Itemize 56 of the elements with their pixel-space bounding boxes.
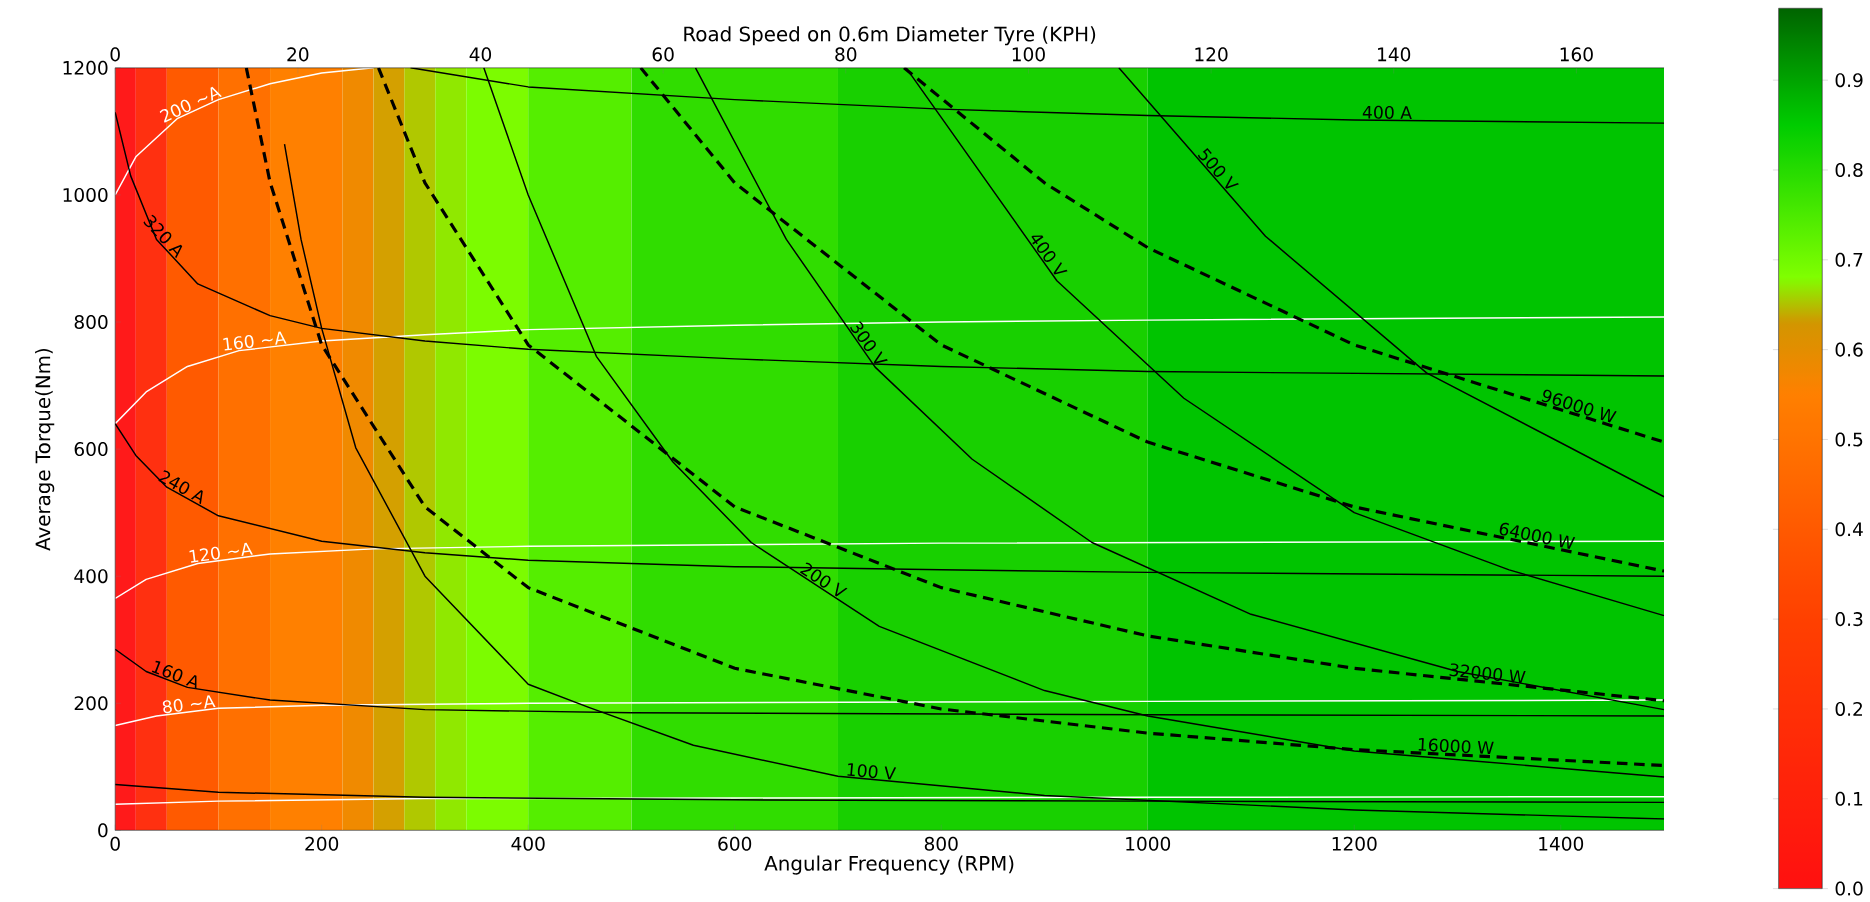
x2-tick-label: 80	[835, 47, 857, 62]
color-bar-label: 0.9	[1835, 73, 1863, 88]
x-tick-label: 800	[924, 836, 958, 851]
text: 100 V	[847, 763, 897, 780]
x-tick-label: 600	[718, 836, 752, 851]
x2-tick-label: 60	[652, 47, 674, 62]
y-axis-title: Average Torque(Nm)	[35, 349, 55, 551]
x2-tick-label: 140	[1378, 47, 1411, 62]
x-tick-label: 1400	[1539, 836, 1584, 851]
x-axis-title: Angular Frequency (RPM)	[764, 855, 1014, 875]
line-series	[115, 316, 1665, 425]
text: 500 V	[1197, 148, 1239, 189]
x2-tick-label: 0	[110, 47, 120, 62]
color-bar-label: 0.6	[1835, 342, 1863, 357]
color-bar-label: 0.4	[1835, 522, 1863, 537]
color-bar-label: 0.0	[1835, 881, 1863, 896]
text: 200 V	[799, 562, 848, 597]
x2-tick-label: 20	[287, 47, 309, 62]
x2-axis-title: Road Speed on 0.6m Diameter Tyre (KPH)	[684, 26, 1096, 46]
color-bar-label: 0.2	[1835, 702, 1862, 717]
text: 64000 W	[1499, 522, 1576, 550]
x-tick-label: 0	[110, 836, 120, 851]
text: 240 A	[158, 470, 203, 505]
y-tick-label: 1200	[63, 60, 108, 75]
color-bar-label: 0.8	[1835, 163, 1863, 178]
series-label: 16000 W	[1418, 738, 1494, 755]
text: 96000 W	[1541, 389, 1617, 423]
text: 160 ~A	[223, 331, 287, 351]
text: 80 ~A	[162, 695, 216, 714]
color-bar-label: 0.7	[1835, 252, 1863, 267]
x-tick-label: 200	[305, 836, 339, 851]
line-series	[115, 67, 375, 196]
text: 120 ~A	[189, 542, 253, 563]
text: 160 A	[151, 660, 197, 690]
text: 320 A	[143, 214, 183, 259]
y-tick-label: 400	[74, 569, 108, 584]
x-tick-label: 1000	[1126, 836, 1171, 851]
x2-tick-label: 160	[1560, 47, 1593, 62]
series-label: 400 A	[1362, 105, 1412, 120]
text: 400 V	[1031, 235, 1068, 275]
y-tick-label: 800	[74, 315, 108, 330]
text: 32000 W	[1449, 663, 1526, 684]
x2-tick-label: 120	[1195, 47, 1228, 62]
y-tick-label: 200	[74, 696, 108, 711]
y-tick-label: 0	[98, 823, 108, 838]
color-bar-label: 0.3	[1835, 612, 1863, 627]
text: 200 ~A	[159, 86, 222, 123]
color-bar-label: 0.5	[1835, 432, 1863, 447]
line-series	[115, 796, 1665, 806]
color-bar-label: 0.1	[1835, 791, 1863, 806]
x2-tick-label: 100	[1012, 47, 1045, 62]
x2-tick-label: 40	[469, 47, 492, 62]
y-tick-label: 1000	[63, 188, 108, 203]
x-tick-label: 400	[511, 836, 545, 851]
x-tick-label: 1200	[1332, 836, 1377, 851]
y-tick-label: 600	[74, 442, 108, 457]
